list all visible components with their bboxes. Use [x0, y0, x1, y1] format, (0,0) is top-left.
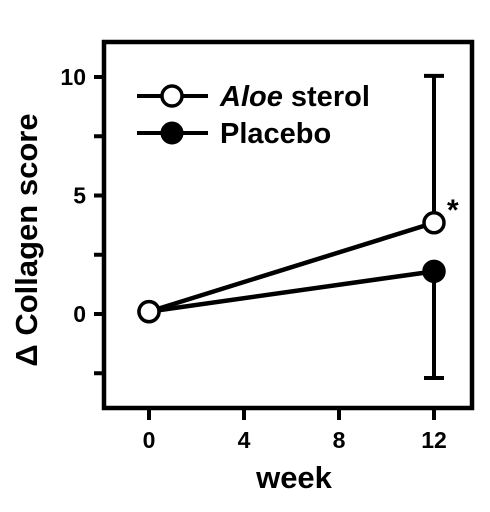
- legend-label-aloe-italic: Aloe: [219, 81, 283, 113]
- plot-area: [101, 39, 475, 411]
- x-tick-label-4: 4: [238, 427, 251, 453]
- x-tick-label-0: 0: [143, 427, 156, 453]
- y-tick-label-10: 10: [60, 64, 86, 90]
- x-axis-title: week: [255, 460, 333, 495]
- legend-marker-aloe: [160, 84, 184, 108]
- y-tick-label-5: 5: [73, 183, 86, 209]
- legend: Aloe sterol Placebo: [137, 81, 370, 150]
- axis-ticks: 0 5 10 0 4 8 12: [60, 64, 446, 453]
- legend-label-aloe: Aloe sterol: [219, 81, 370, 113]
- point-aloe-sterol-0: [137, 299, 161, 324]
- legend-label-placebo: Placebo: [220, 118, 331, 150]
- series-layer: [137, 73, 446, 380]
- x-tick-label-12: 12: [421, 427, 447, 453]
- y-axis-title: Δ Collagen score: [9, 113, 44, 366]
- series-line-aloe-sterol: [148, 220, 435, 314]
- y-tick-label-0: 0: [73, 301, 86, 327]
- legend-marker-placebo: [160, 121, 184, 145]
- plot-frame: [101, 39, 475, 411]
- point-aloe-sterol-1: [422, 211, 446, 235]
- significance-star: *: [447, 194, 459, 227]
- x-tick-label-8: 8: [333, 427, 346, 453]
- legend-label-aloe-rest: sterol: [283, 81, 370, 113]
- series-line-placebo: [148, 269, 435, 314]
- point-placebo-1: [422, 259, 446, 284]
